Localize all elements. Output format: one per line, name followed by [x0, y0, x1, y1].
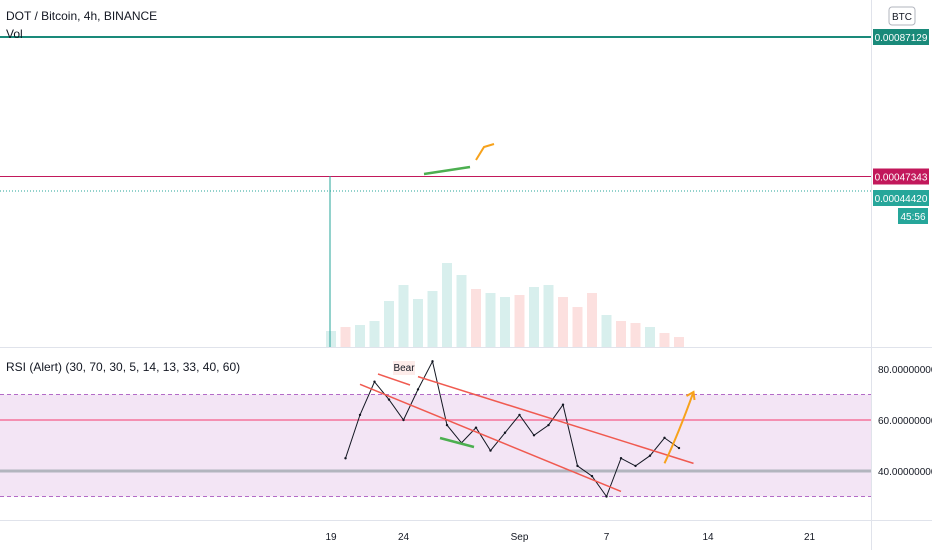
volume-bar	[514, 295, 525, 347]
volume-bar	[601, 315, 612, 347]
rsi-point	[561, 403, 565, 406]
rsi-point	[402, 418, 405, 422]
rsi-point	[489, 449, 492, 452]
volume-bar	[674, 337, 684, 347]
volume-bar	[485, 293, 496, 347]
volume-bar	[369, 321, 380, 347]
volume-bar	[558, 297, 568, 347]
price-tag-bg	[873, 29, 929, 45]
volume-bar	[659, 333, 670, 347]
rsi-point	[373, 380, 376, 383]
currency-badge-label: BTC	[892, 12, 912, 23]
rsi-arrow-shaft	[663, 391, 695, 464]
rsi-point	[503, 431, 507, 434]
volume-bar	[500, 297, 510, 347]
rsi-line	[345, 359, 680, 498]
rsi-drawings: Bear	[359, 361, 696, 493]
rsi-point	[619, 457, 623, 460]
price-tag[interactable]: 45:56	[898, 208, 928, 224]
price-tag-value: 45:56	[900, 212, 925, 223]
rsi-point	[590, 474, 594, 478]
rsi-point	[474, 426, 478, 429]
price-tag-value: 0.00087129	[875, 33, 928, 44]
volume-bar	[645, 327, 655, 347]
rsi-point	[663, 436, 666, 440]
price-tag[interactable]: 0.00044420	[873, 190, 929, 206]
rsi-scale-label: 40.00000000	[878, 467, 932, 478]
rsi-point	[358, 413, 362, 417]
time-tick-label: Sep	[511, 532, 529, 543]
rsi-point	[648, 454, 652, 457]
small-arrow-price	[475, 143, 495, 161]
volume-legend[interactable]: Vol	[6, 27, 23, 41]
volume-bar	[340, 327, 351, 347]
volume-bar	[471, 289, 481, 347]
time-tick-label: 24	[398, 532, 410, 543]
rsi-point	[387, 398, 391, 401]
volume-bar	[456, 275, 467, 347]
main-drawings	[423, 143, 495, 176]
bear-divergence-line	[377, 373, 411, 386]
volume-bar	[442, 263, 452, 347]
time-axis[interactable]: 19 24 Sep 7 14 21	[325, 532, 815, 543]
volume-bar	[572, 307, 583, 347]
rsi-point	[344, 457, 347, 460]
rsi-axis[interactable]: 80.00000000 60.00000000 40.00000000	[878, 365, 932, 478]
time-tick-label: 21	[804, 532, 816, 543]
rsi-band	[0, 394, 871, 497]
divergence-mark-rsi	[439, 436, 475, 449]
rsi-point	[532, 434, 536, 437]
rsi-band-fill	[0, 394, 871, 497]
volume-bar	[630, 323, 641, 347]
price-tag-value: 0.00044420	[875, 194, 928, 205]
volume-bar	[543, 285, 554, 347]
price-tag-bg	[873, 190, 929, 206]
volume-bar	[398, 285, 409, 347]
time-tick-label: 19	[325, 532, 337, 543]
volume-bar	[616, 321, 626, 347]
rsi-legend[interactable]: RSI (Alert) (30, 70, 30, 5, 14, 13, 33, …	[6, 360, 240, 374]
rsi-scale-label: 60.00000000	[878, 416, 932, 427]
main-levels	[0, 36, 871, 347]
divergence-mark-price	[423, 165, 471, 176]
price-tag[interactable]: 0.00047343	[873, 168, 929, 185]
volume-bar	[326, 331, 336, 347]
rsi-arrow-head	[686, 390, 696, 401]
price-axis[interactable]: 0.00087129 0.00047343 0.00044420 45:56	[873, 29, 929, 224]
rsi-point	[576, 464, 579, 468]
rsi-point	[518, 413, 521, 417]
descending-channel-upper[interactable]	[417, 375, 694, 465]
price-tag-bg	[873, 168, 929, 185]
rsi-point	[677, 446, 681, 450]
volume-bars	[326, 263, 684, 347]
currency-badge[interactable]: BTC	[888, 6, 916, 26]
rsi-point	[416, 388, 420, 391]
rsi-point	[547, 423, 550, 427]
rsi-scale-label: 80.00000000	[878, 365, 932, 376]
volume-bar	[529, 287, 539, 347]
price-tag-value: 0.00047343	[875, 173, 928, 184]
time-tick-label: 14	[702, 532, 714, 543]
volume-bar	[427, 291, 438, 347]
time-tick-label: 7	[604, 532, 610, 543]
rsi-point	[431, 360, 434, 363]
rsi-point	[605, 495, 608, 498]
volume-bar	[384, 301, 394, 347]
price-tag[interactable]: 0.00087129	[873, 29, 929, 45]
volume-bar	[413, 299, 423, 347]
volume-bar	[587, 293, 597, 347]
descending-channel-lower[interactable]	[359, 383, 622, 493]
price-tag-bg	[898, 208, 928, 224]
symbol-legend[interactable]: DOT / Bitcoin, 4h, BINANCE	[6, 9, 157, 23]
bear-label-box	[393, 361, 415, 375]
rsi-point	[445, 423, 449, 427]
rsi-point	[634, 464, 637, 468]
bear-label: Bear	[393, 363, 415, 374]
currency-badge-frame	[888, 6, 916, 26]
volume-bar	[355, 325, 365, 347]
